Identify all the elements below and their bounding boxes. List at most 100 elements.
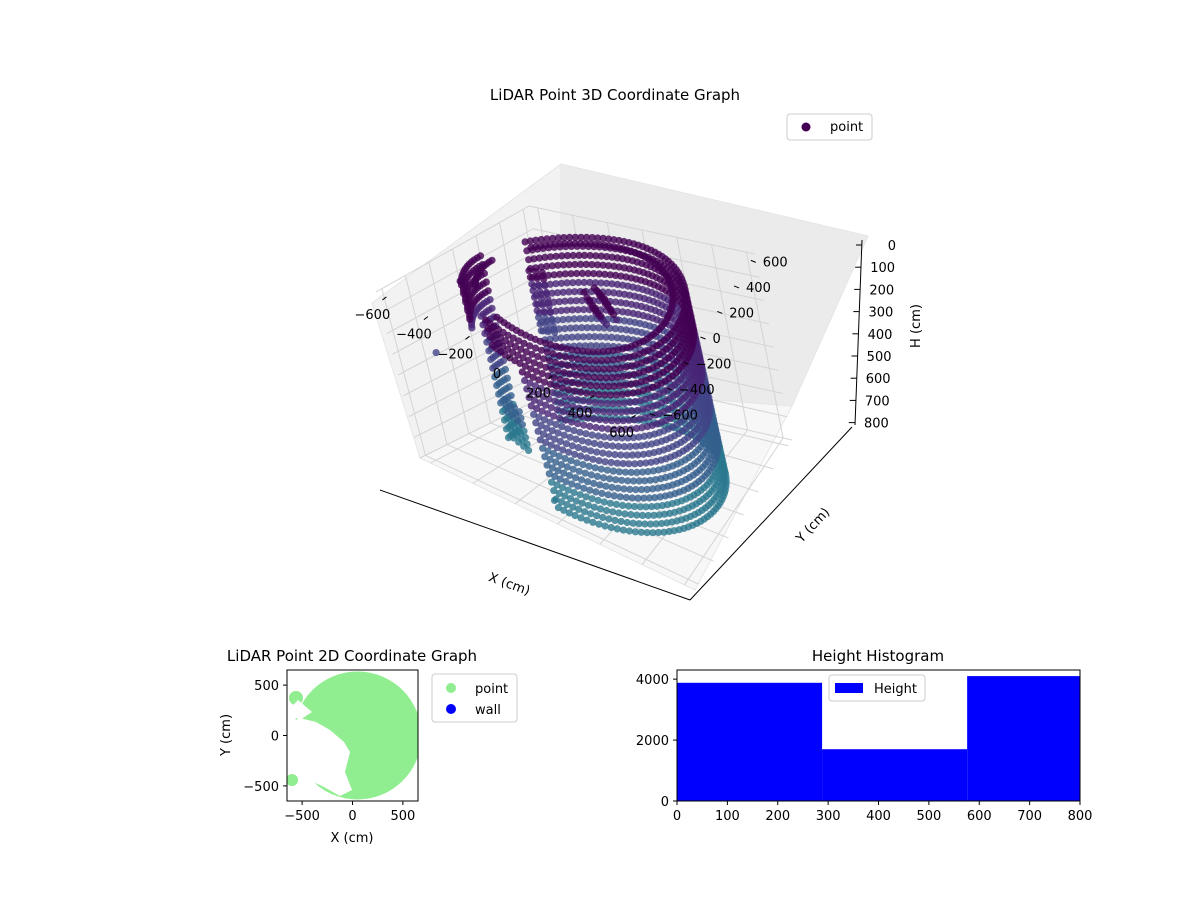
point-3d xyxy=(643,441,651,449)
point-3d xyxy=(553,316,562,324)
point-3d xyxy=(589,348,597,356)
legend-3d-marker xyxy=(801,122,811,132)
chart-histogram: Height Histogram 0 100 200 300 400 500 600 700 8… xyxy=(636,647,1093,824)
point-3d xyxy=(535,413,543,421)
point-3d xyxy=(548,289,556,297)
point-3d xyxy=(605,515,613,523)
point-3d xyxy=(584,348,592,356)
z-tick-label: 0 xyxy=(888,239,896,254)
point-3d xyxy=(546,253,555,261)
point-3d xyxy=(556,437,565,446)
y-tick-label: 200 xyxy=(729,306,754,321)
point-3d xyxy=(602,416,610,424)
point-3d xyxy=(569,403,577,411)
point-3d xyxy=(549,322,557,330)
point-3d xyxy=(527,402,535,410)
point-3d xyxy=(559,408,567,416)
point-3d xyxy=(584,478,592,486)
point-3d xyxy=(608,483,616,491)
y-tick-label: 600 xyxy=(763,255,788,270)
point-3d xyxy=(620,443,629,451)
point-3d xyxy=(596,441,605,449)
point-3d xyxy=(594,365,602,373)
point-3d xyxy=(590,270,598,278)
x-axis-ticks: −600 −400 −200 0 200 400 600 xyxy=(355,296,636,441)
point-3d xyxy=(577,260,585,268)
point-3d xyxy=(501,395,509,403)
point-3d xyxy=(656,493,664,501)
x-tick-label: 600 xyxy=(609,426,634,441)
point-3d xyxy=(647,458,655,466)
point-3d xyxy=(580,484,588,492)
point-3d xyxy=(612,298,620,306)
histogram-x-tick-label: 600 xyxy=(967,809,992,824)
point-3d xyxy=(526,379,534,387)
point-3d xyxy=(581,405,589,413)
point-3d xyxy=(552,358,560,367)
point-3d xyxy=(509,334,517,342)
point-3d xyxy=(581,508,589,516)
point-3d xyxy=(603,399,611,408)
histogram-x-tick-label: 200 xyxy=(765,809,790,824)
point-3d xyxy=(579,347,587,355)
point-3d xyxy=(599,261,607,269)
point-3d xyxy=(575,404,583,412)
point-3d xyxy=(595,457,603,465)
point-3d xyxy=(640,494,648,502)
point-3d xyxy=(491,373,499,381)
point-3d xyxy=(630,502,639,511)
z-tick-label: 300 xyxy=(868,306,893,321)
point-3d xyxy=(544,447,552,455)
point-3d xyxy=(527,365,535,373)
point-3d xyxy=(534,390,542,398)
point-3d xyxy=(557,399,565,407)
point-3d xyxy=(576,315,584,323)
point-3d xyxy=(597,399,605,407)
point-3d xyxy=(552,334,560,343)
point-3d xyxy=(581,469,589,477)
point-3d xyxy=(543,424,551,432)
histogram-x-tick-label: 700 xyxy=(1017,809,1042,824)
point-3d xyxy=(603,466,612,474)
point-3d xyxy=(529,287,537,295)
point-3d xyxy=(598,357,606,365)
point-3d xyxy=(643,485,651,493)
point-3d xyxy=(536,320,544,328)
point-3d xyxy=(561,353,570,361)
point-3d xyxy=(546,455,554,464)
point-3d xyxy=(547,441,555,449)
point-3d xyxy=(602,320,611,328)
x-axis-label: X (cm) xyxy=(486,570,532,599)
point-3d xyxy=(609,442,617,450)
point-3d xyxy=(533,274,541,282)
point-3d xyxy=(623,451,631,459)
point-3d xyxy=(571,288,579,296)
point-3d xyxy=(591,333,599,341)
point-3d xyxy=(617,517,625,526)
point-3d xyxy=(586,486,594,494)
point-3d xyxy=(617,299,625,307)
x-axis-line xyxy=(379,489,691,601)
point-3d xyxy=(567,495,575,503)
point-3d xyxy=(586,296,594,304)
point-3d xyxy=(577,476,586,484)
point-3d xyxy=(617,451,625,459)
point-3d xyxy=(591,304,599,312)
point-3d xyxy=(556,270,564,278)
histogram-y-ticks: 0 2000 4000 xyxy=(636,673,677,810)
point-3d xyxy=(586,422,594,430)
point-3d xyxy=(578,324,586,332)
point-3d xyxy=(570,363,578,371)
point-3d xyxy=(634,494,642,502)
z-axis-line xyxy=(854,239,863,426)
point-3d xyxy=(624,477,632,485)
point-3d xyxy=(592,252,600,260)
x-tick-label-2d: −500 xyxy=(284,809,320,824)
point-3d xyxy=(612,500,621,508)
point-3d xyxy=(630,416,639,424)
point-3d xyxy=(596,374,604,382)
point-3d xyxy=(524,371,532,379)
point-3d xyxy=(571,233,579,241)
y-tick-label: −200 xyxy=(696,358,732,373)
point-3d xyxy=(521,376,529,385)
